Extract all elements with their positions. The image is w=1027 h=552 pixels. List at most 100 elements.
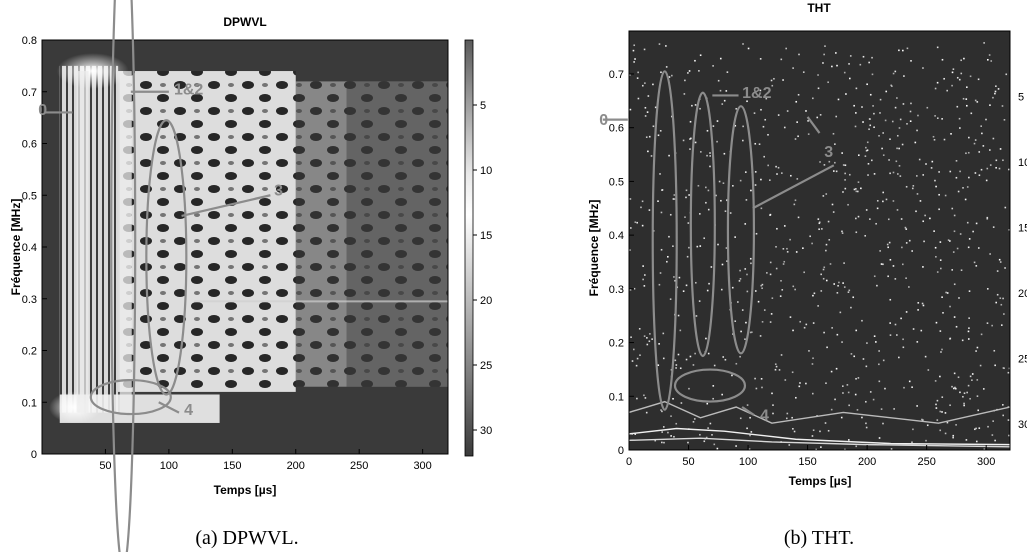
tht-sample-dot	[662, 357, 665, 360]
ellipse-1and2-component	[689, 91, 716, 358]
annotation-label: 1&2	[742, 85, 771, 102]
tht-sample-dot	[901, 143, 904, 146]
tht-sample-dot	[934, 87, 937, 90]
tht-sample-dot	[867, 174, 869, 176]
tht-sample-dot	[939, 259, 942, 261]
tht-sample-dot	[915, 210, 917, 213]
tht-sample-dot	[822, 268, 825, 271]
tht-sample-dot	[994, 439, 996, 442]
tht-sample-dot	[716, 447, 719, 450]
tht-sample-dot	[899, 175, 902, 177]
tht-sample-dot	[638, 327, 641, 330]
tht-sample-dot	[778, 369, 781, 371]
tht-sample-dot	[792, 67, 794, 69]
tht-sample-dot	[962, 97, 965, 100]
tht-sample-dot	[882, 154, 885, 156]
tht-sample-dot	[749, 331, 752, 334]
tht-sample-dot	[711, 434, 713, 436]
tht-sample-dot	[687, 72, 689, 74]
tht-sample-dot	[777, 114, 780, 116]
tht-sample-dot	[869, 218, 871, 220]
tht-sample-dot	[805, 323, 808, 326]
tht-sample-dot	[999, 297, 1002, 299]
tht-sample-dot	[1008, 434, 1010, 437]
tht-sample-dot	[903, 75, 905, 77]
tht-sample-dot	[757, 300, 760, 303]
tht-sample-dot	[926, 424, 929, 427]
tht-sample-dot	[900, 317, 902, 320]
tht-sample-dot	[993, 349, 996, 352]
tht-sample-dot	[959, 170, 961, 173]
tht-sample-dot	[838, 281, 840, 284]
tht-sample-dot	[744, 223, 747, 225]
tht-sample-dot	[890, 84, 893, 87]
tht-sample-dot	[689, 148, 691, 150]
tht-sample-dot	[695, 315, 698, 317]
bottom-bright-blob	[48, 391, 101, 424]
x-tick-label: 250	[350, 460, 368, 472]
tht-sample-dot	[998, 258, 1001, 261]
tht-sample-dot	[643, 285, 646, 287]
tht-sample-dot	[722, 182, 725, 184]
tht-intensity-image	[629, 42, 1010, 450]
tht-sample-dot	[920, 329, 923, 332]
tht-sample-dot	[910, 60, 912, 62]
tht-sample-dot	[818, 228, 820, 231]
tht-sample-dot	[953, 230, 956, 233]
tht-sample-dot	[980, 333, 983, 336]
tht-sample-dot	[744, 338, 746, 340]
tht-sample-dot	[834, 161, 836, 164]
tht-sample-dot	[766, 272, 768, 274]
tht-sample-dot	[650, 155, 653, 157]
tht-sample-dot	[892, 265, 895, 267]
tht-sample-dot	[994, 364, 996, 367]
tht-sample-dot	[922, 304, 925, 307]
tht-y-axis: 0 0.1 0.2 0.3 0.4 0.5 0.6 0.7	[609, 69, 634, 457]
tht-sample-dot	[830, 370, 833, 373]
tht-sample-dot	[831, 203, 834, 206]
tht-sample-dot	[855, 87, 858, 90]
tht-sample-dot	[796, 178, 799, 180]
tht-sample-dot	[999, 261, 1002, 263]
tht-sample-dot	[857, 181, 860, 183]
tht-sample-dot	[775, 165, 777, 168]
tht-sample-dot	[751, 331, 753, 334]
tht-sample-dot	[817, 87, 820, 90]
tht-sample-dot	[759, 58, 762, 60]
tht-sample-dot	[682, 139, 685, 142]
tht-sample-dot	[717, 79, 720, 82]
tht-sample-dot	[665, 45, 667, 47]
tht-sample-dot	[672, 397, 674, 400]
tht-sample-dot	[769, 179, 771, 181]
tht-sample-dot	[783, 260, 786, 263]
tht-sample-dot	[703, 440, 706, 443]
tht-sample-dot	[797, 135, 799, 138]
tht-sample-dot	[693, 418, 696, 420]
y-tick-label: 0.4	[22, 242, 37, 254]
tht-sample-dot	[805, 382, 807, 385]
tht-sample-dot	[955, 176, 958, 179]
tht-sample-dot	[795, 100, 798, 103]
tht-sample-dot	[955, 160, 958, 162]
tht-sample-dot	[1000, 303, 1003, 306]
tht-sample-dot	[761, 321, 764, 323]
tht-sample-dot	[1008, 229, 1010, 231]
tht-sample-dot	[832, 132, 835, 135]
tht-sample-dot	[889, 172, 891, 175]
tht-sample-dot	[770, 79, 773, 82]
tht-sample-dot	[835, 52, 837, 54]
tht-sample-dot	[912, 428, 914, 431]
tht-sample-dot	[1003, 119, 1006, 121]
tht-sample-dot	[997, 88, 1000, 90]
tht-sample-dot	[975, 440, 978, 443]
tht-sample-dot	[746, 427, 748, 430]
colorbar-tick-label: 5	[480, 100, 486, 112]
tht-sample-dot	[989, 164, 992, 166]
tht-sample-dot	[687, 222, 690, 224]
tht-sample-dot	[818, 221, 821, 224]
tht-sample-dot	[866, 149, 869, 152]
tht-sample-dot	[1005, 73, 1008, 76]
tht-sample-dot	[798, 385, 801, 388]
tht-sample-dot	[648, 135, 651, 138]
tht-sample-dot	[791, 371, 794, 374]
